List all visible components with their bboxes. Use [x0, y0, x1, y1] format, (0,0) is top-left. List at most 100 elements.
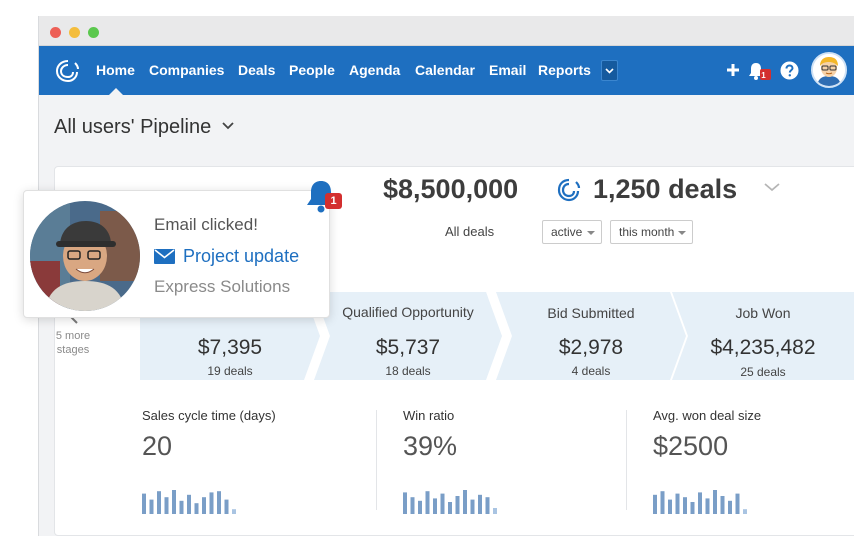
metric-value: 20	[142, 431, 173, 461]
status-filter-select[interactable]: active	[542, 220, 602, 244]
sparkline-avg-deal-size	[653, 490, 747, 514]
plus-icon[interactable]	[725, 62, 741, 78]
metric-sales-cycle[interactable]: Sales cycle time (days) 20	[142, 408, 276, 462]
sparkline-bar	[149, 499, 154, 514]
metric-divider	[626, 410, 627, 510]
sparkline-bar	[418, 500, 422, 514]
nav-reports[interactable]: Reports	[538, 62, 591, 78]
sparkline-bar	[232, 509, 236, 514]
nav-email[interactable]: Email	[489, 62, 527, 78]
period-filter-value: this month	[619, 225, 675, 239]
spiral-logo-icon[interactable]	[55, 58, 81, 84]
company-name: Express Solutions	[154, 277, 291, 296]
metric-label: Sales cycle time (days)	[142, 408, 276, 423]
sparkline-bar	[194, 503, 199, 514]
chevron-down-icon	[605, 68, 614, 74]
stage-value: $2,978	[558, 336, 624, 359]
nav-agenda[interactable]: Agenda	[349, 62, 401, 78]
sparkline-bar	[668, 499, 672, 514]
stage-value: $4,235,482	[710, 336, 816, 359]
metric-value: $2500	[653, 431, 729, 461]
sparkline-bar	[440, 493, 445, 514]
help-icon[interactable]	[780, 61, 799, 80]
sparkline-bar	[675, 493, 680, 514]
minimize-window-button[interactable]	[69, 27, 80, 38]
sparkline-bar	[425, 491, 430, 514]
bell-badge-count: 1	[761, 71, 766, 80]
sparkline-bar	[164, 497, 169, 514]
email-subject-text: Project update	[183, 246, 300, 266]
stage-arrow-shape	[496, 292, 686, 380]
stage-name: Bid Submitted	[547, 305, 635, 321]
sparkline-win-ratio	[403, 490, 497, 514]
stage-name: Job Won	[735, 305, 791, 321]
bell-icon[interactable]	[748, 60, 772, 82]
sparkline-bar	[728, 500, 732, 514]
sparkline-bar	[224, 499, 229, 514]
stage-deal-count: 19 deals	[207, 364, 253, 378]
sparkline-bar	[433, 498, 437, 514]
sparkline-bar	[720, 496, 725, 514]
stage-deal-count: 25 deals	[740, 365, 786, 379]
sparkline-bar	[690, 502, 695, 514]
sparkline-bar	[142, 493, 146, 514]
title-bar	[39, 16, 854, 46]
status-filter-value: active	[551, 225, 583, 239]
sparkline-bar	[735, 493, 740, 514]
nav-home[interactable]: Home	[96, 62, 135, 78]
user-avatar[interactable]	[811, 52, 847, 88]
metric-avg-deal-size[interactable]: Avg. won deal size $2500	[653, 408, 761, 462]
notification-popup[interactable]: Email clicked! Project update Express So…	[23, 190, 330, 318]
user-avatar-icon	[813, 54, 845, 86]
sparkline-bar	[493, 508, 497, 514]
stage-value: $7,395	[197, 336, 263, 359]
pipeline-total-amount: $8,500,000	[383, 174, 519, 204]
sparkline-bar	[470, 499, 475, 514]
sparkline-bar	[478, 494, 482, 514]
active-nav-indicator	[109, 88, 123, 95]
sparkline-bar	[455, 496, 460, 514]
stage-name: Qualified Opportunity	[342, 304, 474, 320]
email-subject-link[interactable]: Project update	[154, 246, 299, 267]
chevron-down-icon	[222, 122, 234, 130]
period-filter-select[interactable]: this month	[610, 220, 693, 244]
sparkline-bar	[209, 492, 214, 514]
page-title[interactable]: All users' Pipeline	[54, 116, 235, 139]
stage-value: $5,737	[375, 336, 441, 359]
sparkline-bar	[463, 490, 467, 514]
pipeline-title-text: All users' Pipeline	[54, 116, 212, 138]
expand-chevron-icon[interactable]	[762, 180, 782, 194]
sparkline-bar	[713, 490, 717, 514]
top-navbar: Home Companies Deals People Agenda Calen…	[39, 46, 854, 95]
nav-deals[interactable]: Deals	[238, 62, 276, 78]
caret-down-icon	[587, 231, 595, 235]
spiral-logo-icon	[557, 178, 581, 202]
maximize-window-button[interactable]	[88, 27, 99, 38]
sparkline-bar	[403, 492, 407, 514]
stage-column[interactable]: Job Won $4,235,482 25 deals	[672, 276, 854, 380]
nav-companies[interactable]: Companies	[149, 62, 225, 78]
sparkline-bar	[653, 494, 657, 514]
sparkline-bar	[410, 497, 415, 514]
contact-photo	[30, 201, 140, 311]
notification-badge: 1	[325, 193, 342, 209]
pipeline-total-deals: 1,250 deals	[593, 174, 738, 204]
nav-more-button[interactable]	[601, 60, 618, 81]
sparkline-bar	[448, 502, 452, 514]
stage-column[interactable]: Qualified Opportunity $5,737 18 deals	[314, 276, 502, 380]
nav-calendar[interactable]: Calendar	[415, 62, 475, 78]
sparkline-bar	[217, 491, 221, 514]
sparkline-bar	[743, 509, 747, 514]
nav-people[interactable]: People	[289, 62, 335, 78]
stage-column[interactable]: Bid Submitted $2,978 4 deals	[496, 276, 686, 380]
metric-win-ratio[interactable]: Win ratio 39%	[403, 408, 457, 462]
stage-deal-count: 18 deals	[385, 364, 431, 378]
close-window-button[interactable]	[50, 27, 61, 38]
sparkline-bar	[172, 490, 176, 514]
envelope-icon	[154, 249, 175, 264]
stage-arrow-shape	[314, 292, 502, 380]
metric-label: Win ratio	[403, 408, 455, 423]
sparkline-sales-cycle	[142, 490, 236, 514]
metric-label: Avg. won deal size	[653, 408, 762, 423]
sparkline-bar	[683, 497, 687, 514]
